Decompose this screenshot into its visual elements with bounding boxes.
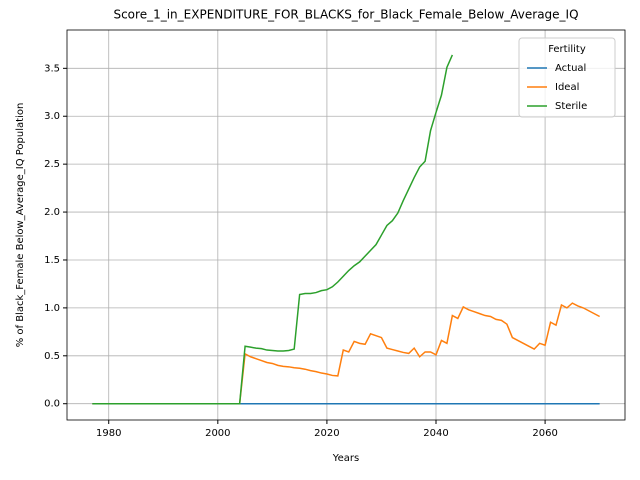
legend-label: Actual bbox=[555, 63, 586, 74]
x-tick-label: 2000 bbox=[205, 428, 230, 439]
y-tick-label: 2.0 bbox=[44, 207, 60, 218]
y-tick-label: 3.5 bbox=[44, 63, 60, 74]
legend-title: Fertility bbox=[548, 44, 586, 55]
y-tick-label: 2.5 bbox=[44, 159, 60, 170]
chart-title: Score_1_in_EXPENDITURE_FOR_BLACKS_for_Bl… bbox=[113, 8, 578, 22]
x-tick-label: 2060 bbox=[532, 428, 557, 439]
y-tick-label: 1.0 bbox=[44, 303, 60, 314]
y-axis-label: % of Black_Female Below_Average_IQ Popul… bbox=[15, 103, 26, 348]
line-series bbox=[92, 54, 454, 405]
x-tick-label: 2020 bbox=[314, 428, 339, 439]
legend-label: Ideal bbox=[555, 82, 579, 93]
line-series bbox=[92, 302, 600, 405]
legend-box bbox=[518, 37, 616, 118]
legend-label: Sterile bbox=[555, 101, 587, 112]
x-tick-label: 1980 bbox=[96, 428, 121, 439]
y-tick-label: 0.5 bbox=[44, 351, 60, 362]
y-tick-label: 0.0 bbox=[44, 399, 60, 410]
y-tick-label: 3.0 bbox=[44, 111, 60, 122]
plot-frame bbox=[66, 29, 626, 421]
x-axis-label: Years bbox=[332, 453, 359, 464]
y-tick-label: 1.5 bbox=[44, 255, 60, 266]
x-tick-label: 2040 bbox=[423, 428, 448, 439]
